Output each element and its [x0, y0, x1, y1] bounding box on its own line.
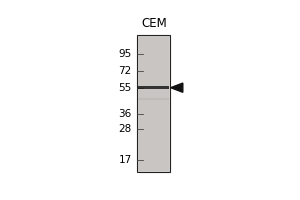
Text: 72: 72 — [118, 66, 132, 76]
Bar — [138, 86, 169, 89]
Text: 95: 95 — [118, 49, 132, 59]
Text: 28: 28 — [118, 124, 132, 134]
Text: 55: 55 — [118, 83, 132, 93]
Polygon shape — [171, 83, 183, 92]
Text: CEM: CEM — [141, 17, 167, 30]
Bar — [138, 98, 169, 100]
Text: 36: 36 — [118, 109, 132, 119]
Bar — [138, 36, 169, 171]
Bar — [137, 35, 170, 172]
Text: 17: 17 — [118, 155, 132, 165]
